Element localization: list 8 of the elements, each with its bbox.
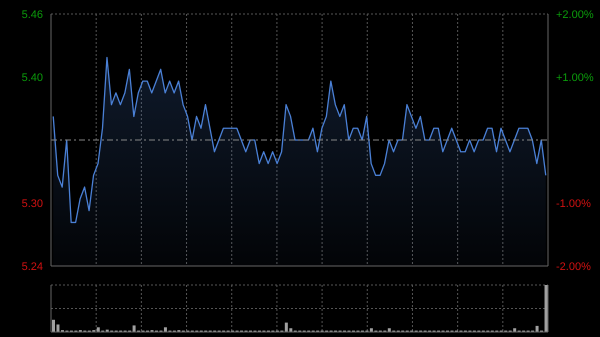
y2-tick-label: +1.00% (556, 72, 594, 84)
y-tick-label: 5.30 (22, 198, 43, 210)
y-tick-label: 5.40 (22, 72, 43, 84)
y-tick-label: 5.46 (22, 9, 43, 21)
y2-tick-label: -2.00% (556, 261, 592, 273)
y2-tick-label: +2.00% (556, 9, 594, 21)
y2-tick-label: -1.00% (556, 198, 592, 210)
y-tick-label: 5.24 (22, 261, 43, 273)
